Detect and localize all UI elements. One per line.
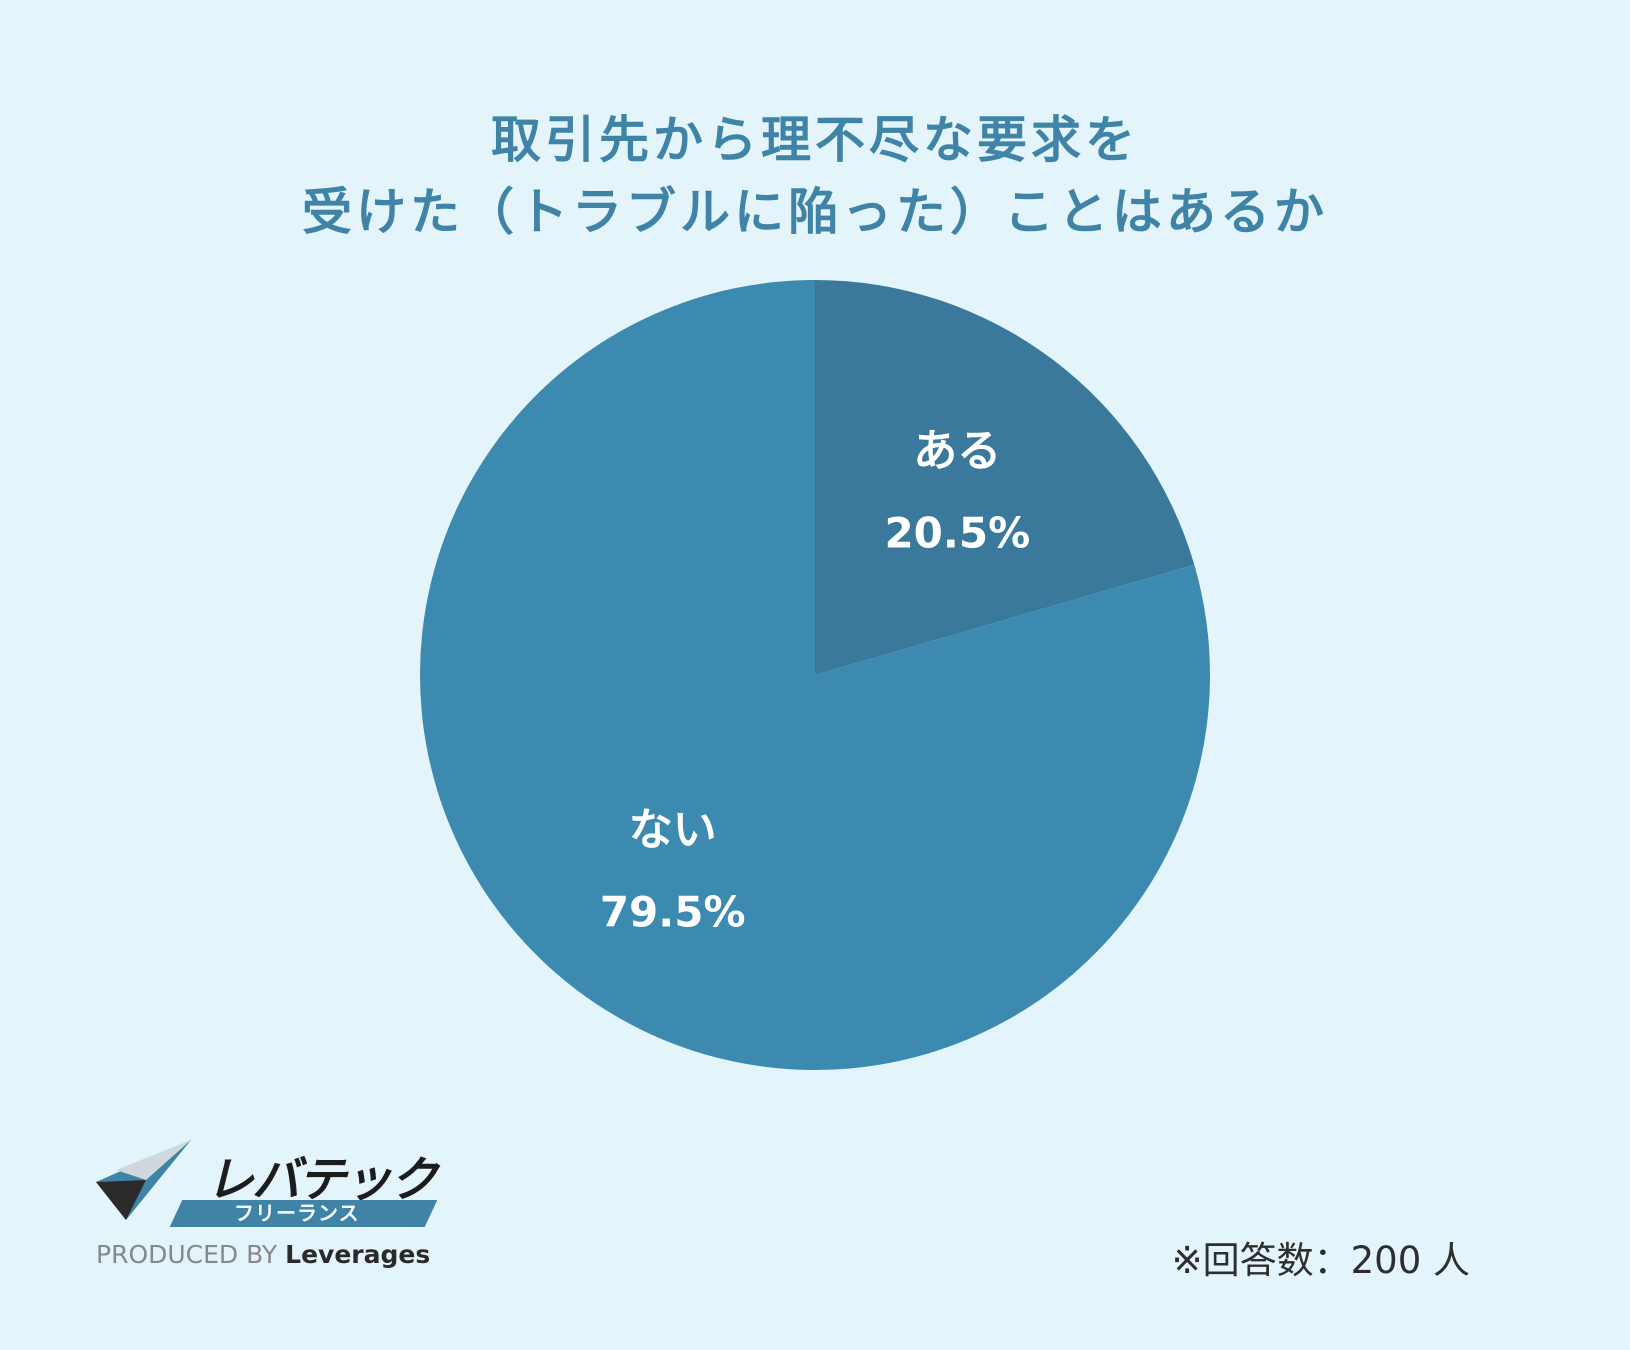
produced-brand: Leverages xyxy=(285,1240,431,1269)
logo-subtitle: フリーランス xyxy=(234,1201,360,1225)
pie-slice-2 xyxy=(419,280,1210,1070)
slice-value-label-2: 79.5% xyxy=(600,888,746,937)
produced-by: PRODUCED BY Leverages xyxy=(96,1240,430,1269)
pie-slice-1 xyxy=(815,280,1195,675)
logo-brand-name: レバテック xyxy=(206,1152,438,1208)
slice-category-label-1: ある xyxy=(913,425,1001,476)
chart-title-line2: 受けた（トラブルに陥った）ことはあるか xyxy=(302,183,1328,241)
brand-logo: レバテック フリーランス PRODUCED BY Leverages xyxy=(96,1140,446,1270)
produced-prefix: PRODUCED BY xyxy=(96,1240,278,1269)
respondent-note: ※回答数：200 人 xyxy=(1171,1239,1470,1282)
slice-category-label-2: ない xyxy=(629,805,717,856)
slice-value-label-1: 20.5% xyxy=(884,508,1030,557)
chart-title-line1: 取引先から理不尽な要求を xyxy=(491,111,1139,169)
check-logo-icon xyxy=(96,1140,191,1220)
